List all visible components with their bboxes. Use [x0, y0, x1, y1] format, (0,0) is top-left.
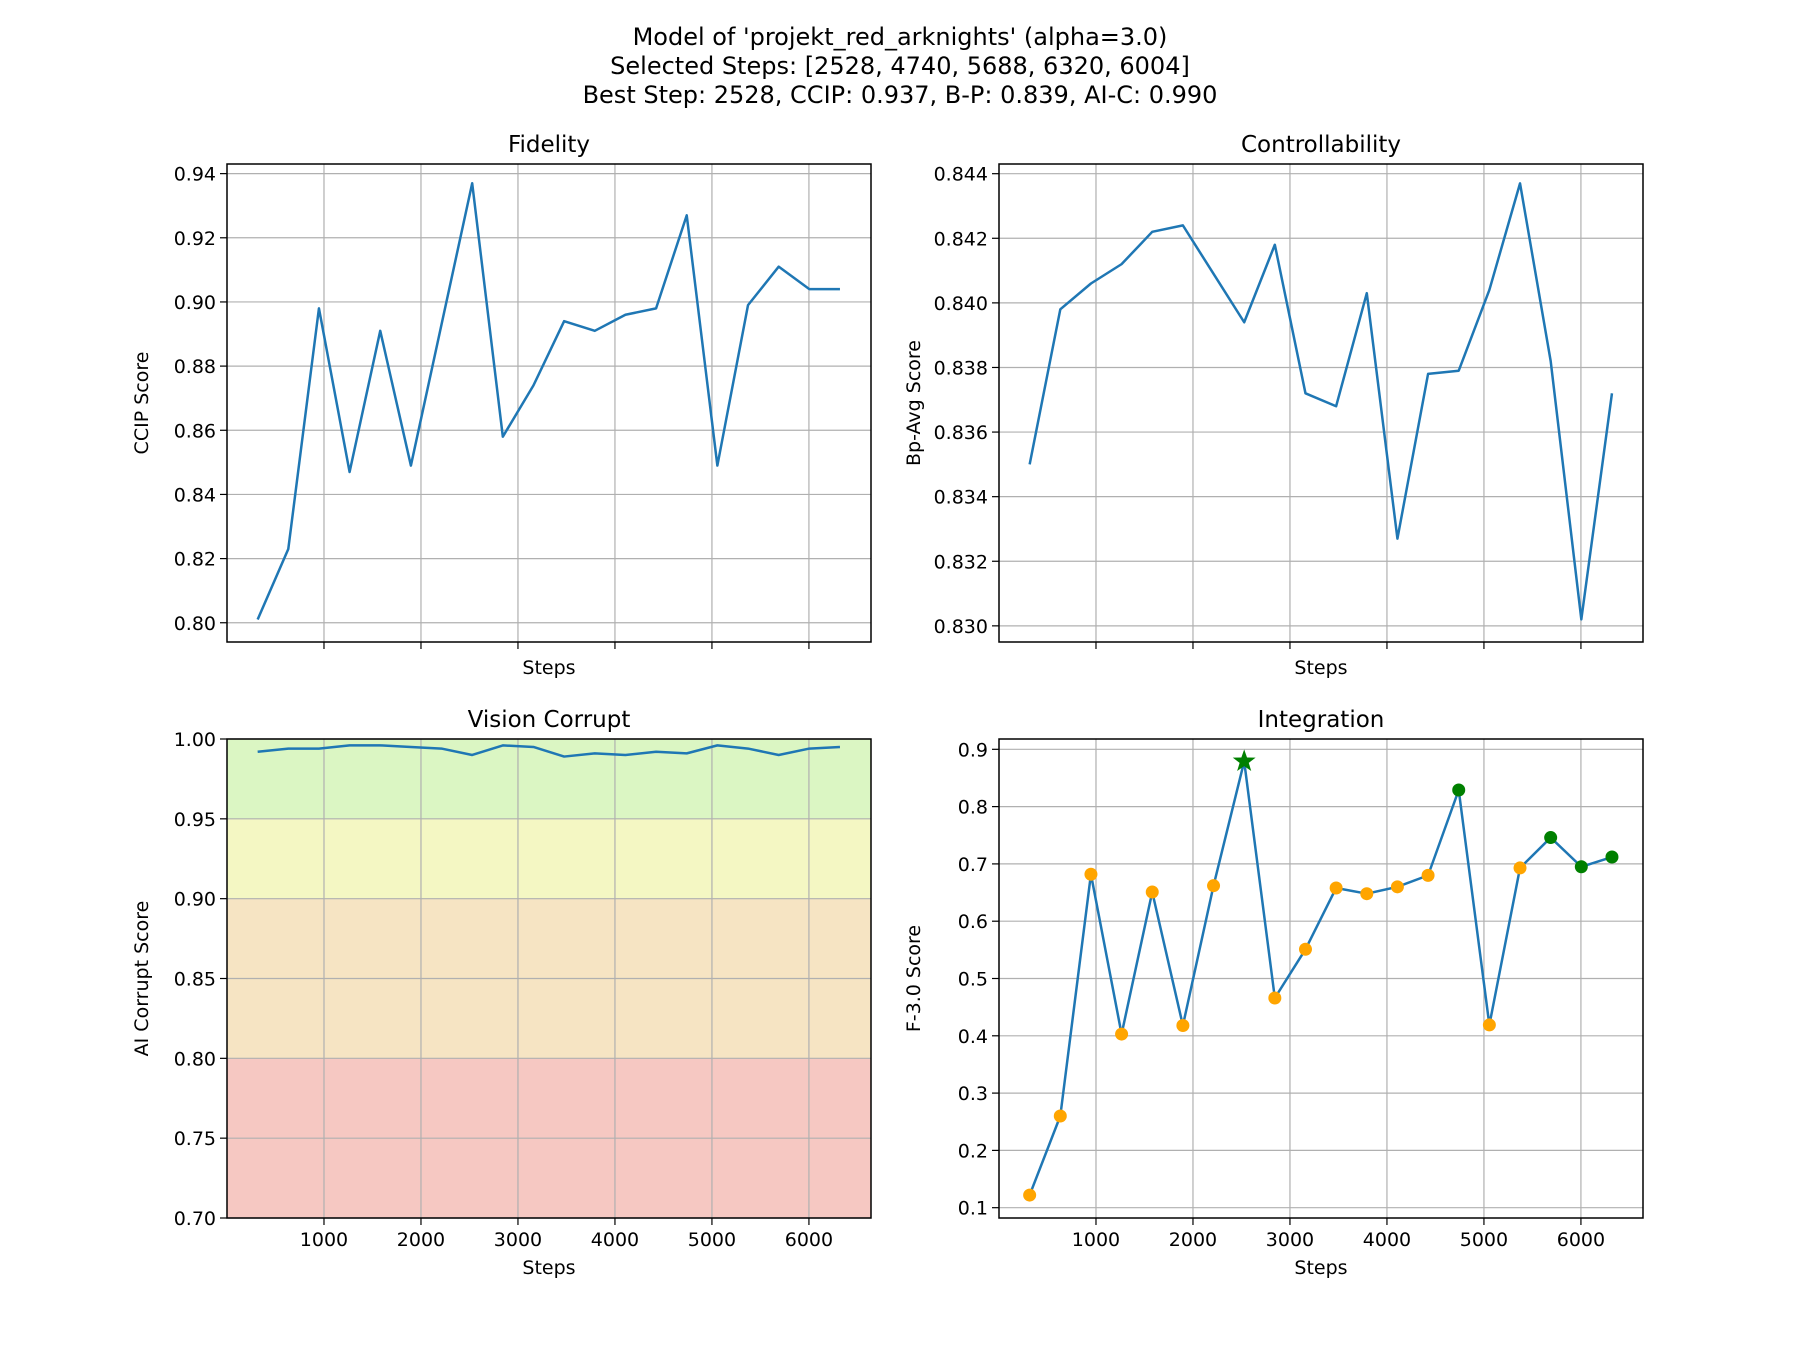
- fidelity-ytick-label-7: 0.94: [174, 164, 216, 186]
- vision-corrupt-band-2: [227, 818, 871, 899]
- figure-title-line-2: Selected Steps: [2528, 4740, 5688, 6320,…: [610, 52, 1190, 80]
- vision-corrupt-xtick-label-4: 5000: [688, 1229, 736, 1251]
- fidelity-ytick-label-3: 0.86: [174, 420, 216, 442]
- integration-point-10: [1329, 881, 1343, 895]
- integration-xtick-label-0: 1000: [1072, 1229, 1120, 1251]
- controllability-ytick-label-0: 0.830: [934, 616, 988, 638]
- vision-corrupt-ytick-label-6: 1.00: [174, 729, 216, 751]
- fidelity-title: Fidelity: [508, 132, 590, 158]
- subplots: 0.80 0.82 0.84 0.86 0.88 0.90 0.92 0.94 Fidelity…: [131, 132, 1644, 1279]
- integration-ytick-label-7: 0.8: [958, 797, 988, 819]
- controllability-subplot: 0.830 0.832 0.834 0.836 0.838 0.840 0.842 0.844…: [903, 132, 1644, 679]
- vision-corrupt-ytick-label-0: 0.70: [174, 1208, 216, 1230]
- fidelity-subplot: 0.80 0.82 0.84 0.86 0.88 0.90 0.92 0.94 Fidelity…: [131, 132, 872, 679]
- integration-best-step-star: [1232, 749, 1256, 772]
- integration-ylabel: F-3.0 Score: [903, 925, 925, 1032]
- vision-corrupt-title: Vision Corrupt: [468, 707, 631, 733]
- fidelity-axes-frame: [226, 163, 872, 643]
- integration-point-6: [1207, 879, 1221, 893]
- controllability-plot-area: [999, 164, 1643, 642]
- integration-ytick-label-4: 0.5: [958, 969, 988, 991]
- vision-corrupt-ytick-label-4: 0.90: [174, 889, 216, 911]
- integration-point-0: [1023, 1188, 1037, 1202]
- vision-corrupt-ylabel: AI Corrupt Score: [131, 901, 153, 1057]
- fidelity-ytick-label-6: 0.92: [174, 228, 216, 250]
- integration-point-15: [1482, 1018, 1496, 1032]
- fidelity-xlabel: Steps: [522, 657, 575, 679]
- fidelity-plot-area: [227, 164, 871, 642]
- integration-selected-point-19: [1605, 850, 1619, 864]
- vision-corrupt-xtick-label-2: 3000: [494, 1229, 542, 1251]
- controllability-ytick-label-1: 0.832: [934, 551, 988, 573]
- controllability-xlabel: Steps: [1294, 657, 1347, 679]
- integration-selected-point-14: [1452, 783, 1466, 797]
- integration-ytick-label-6: 0.7: [958, 854, 988, 876]
- integration-subplot: 1000 2000 3000 4000 5000 6000 0.1 0.2 0.3 0.4 0.5 0…: [903, 707, 1644, 1279]
- integration-xtick-label-3: 4000: [1363, 1229, 1411, 1251]
- fidelity-ytick-label-2: 0.84: [174, 484, 216, 506]
- integration-ytick-label-5: 0.6: [958, 911, 988, 933]
- integration-selected-point-17: [1544, 831, 1558, 845]
- integration-point-2: [1084, 867, 1098, 881]
- integration-point-16: [1513, 861, 1527, 875]
- fidelity-ytick-label-4: 0.88: [174, 356, 216, 378]
- fidelity-ytick-label-5: 0.90: [174, 292, 216, 314]
- vision-corrupt-xtick-label-1: 2000: [397, 1229, 445, 1251]
- integration-xtick-label-2: 3000: [1266, 1229, 1314, 1251]
- integration-xtick-label-1: 2000: [1169, 1229, 1217, 1251]
- vision-corrupt-ytick-label-3: 0.85: [174, 969, 216, 991]
- fidelity-ytick-label-1: 0.82: [174, 549, 216, 571]
- integration-point-9: [1298, 942, 1312, 956]
- integration-point-5: [1176, 1018, 1190, 1032]
- controllability-axes-frame: [998, 163, 1644, 643]
- vision-corrupt-ytick-label-2: 0.80: [174, 1048, 216, 1070]
- integration-xtick-label-5: 6000: [1557, 1229, 1605, 1251]
- controllability-ytick-label-6: 0.842: [934, 228, 988, 250]
- integration-xtick-label-4: 5000: [1460, 1229, 1508, 1251]
- integration-point-8: [1268, 991, 1282, 1005]
- integration-ytick-label-1: 0.2: [958, 1140, 988, 1162]
- integration-ytick-label-0: 0.1: [958, 1198, 988, 1220]
- vision-corrupt-ytick-label-1: 0.75: [174, 1128, 216, 1150]
- integration-point-12: [1390, 880, 1404, 894]
- integration-ytick-label-8: 0.9: [958, 739, 988, 761]
- integration-title: Integration: [1258, 707, 1385, 733]
- vision-corrupt-subplot: 1000 2000 3000 4000 5000 6000 0.70 0.75 0.80 0.85…: [131, 707, 872, 1279]
- integration-point-4: [1145, 885, 1159, 899]
- fidelity-ytick-label-0: 0.80: [174, 613, 216, 635]
- integration-selected-point-18: [1574, 860, 1588, 874]
- fidelity-series-line: [256, 182, 840, 621]
- integration-point-13: [1421, 868, 1435, 882]
- figure-title: Model of 'projekt_red_arknights' (alpha=…: [583, 23, 1218, 109]
- vision-corrupt-xtick-label-5: 6000: [785, 1229, 833, 1251]
- controllability-title: Controllability: [1241, 132, 1401, 158]
- integration-ytick-label-3: 0.4: [958, 1026, 988, 1048]
- vision-corrupt-series-line: [257, 744, 841, 758]
- vision-corrupt-xtick-label-3: 4000: [591, 1229, 639, 1251]
- fidelity-ylabel: CCIP Score: [131, 352, 153, 455]
- controllability-ylabel: Bp-Avg Score: [903, 340, 925, 466]
- controllability-ytick-label-2: 0.834: [934, 487, 988, 509]
- controllability-series-line: [1028, 182, 1614, 621]
- integration-xlabel: Steps: [1294, 1257, 1347, 1279]
- vision-corrupt-xlabel: Steps: [522, 1257, 575, 1279]
- vision-corrupt-xtick-label-0: 1000: [300, 1229, 348, 1251]
- controllability-ytick-label-4: 0.838: [934, 357, 988, 379]
- controllability-ytick-label-3: 0.836: [934, 422, 988, 444]
- integration-point-1: [1053, 1109, 1067, 1123]
- integration-series-line: [1028, 760, 1613, 1196]
- controllability-ytick-label-5: 0.840: [934, 293, 988, 315]
- integration-point-3: [1115, 1027, 1129, 1041]
- vision-corrupt-ytick-label-5: 0.95: [174, 809, 216, 831]
- integration-point-11: [1360, 887, 1374, 901]
- integration-ytick-label-2: 0.3: [958, 1083, 988, 1105]
- figure-title-line-3: Best Step: 2528, CCIP: 0.937, B-P: 0.839…: [583, 81, 1218, 109]
- figure-title-line-1: Model of 'projekt_red_arknights' (alpha=…: [633, 23, 1168, 51]
- controllability-ytick-label-7: 0.844: [934, 164, 988, 186]
